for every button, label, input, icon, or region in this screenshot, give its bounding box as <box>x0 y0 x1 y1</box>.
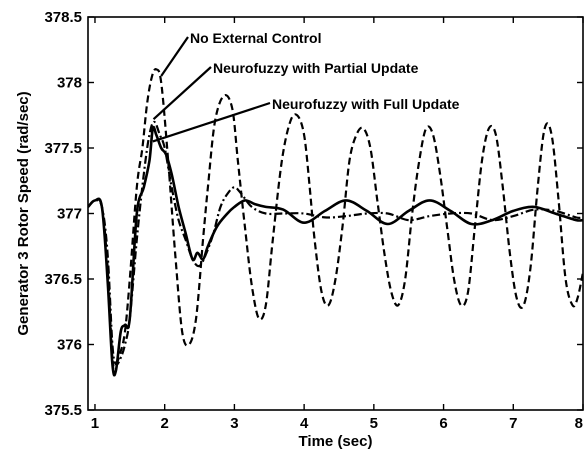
annotation-leader-line <box>152 101 271 143</box>
annotation-leader-line <box>160 36 189 77</box>
x-tick-label: 8 <box>575 415 583 432</box>
y-tick-label: 375.5 <box>44 402 82 419</box>
y-tick-label: 376 <box>57 337 82 354</box>
annotation-label: Neurofuzzy with Partial Update <box>213 60 419 76</box>
y-tick-label: 378.5 <box>44 9 82 26</box>
annotation-label: Neurofuzzy with Full Update <box>272 96 460 112</box>
annotation-leader-line <box>152 66 212 120</box>
y-axis-title: Generator 3 Rotor Speed (rad/sec) <box>15 91 32 335</box>
y-tick-label: 378 <box>57 75 82 92</box>
x-tick-label: 1 <box>91 415 99 432</box>
y-tick-label: 377 <box>57 206 82 223</box>
series-line-neurofuzzy-with-full-update <box>88 125 583 377</box>
y-tick-label: 377.5 <box>44 140 82 157</box>
series-layer <box>88 68 583 377</box>
x-tick-label: 5 <box>370 415 378 432</box>
x-tick-label: 4 <box>300 415 309 432</box>
x-tick-label: 6 <box>439 415 447 432</box>
y-tick-label: 376.5 <box>44 271 82 288</box>
x-tick-label: 3 <box>230 415 238 432</box>
axes-layer: 1 2 3 4 5 6 7 8 375.5 376 376.5 377 377.5 378 378.5 <box>44 9 584 432</box>
annotation-layer: No External Control Neurofuzzy with Parti… <box>152 30 460 143</box>
x-tick-label: 7 <box>509 415 517 432</box>
x-axis-title: Time (sec) <box>299 433 373 450</box>
x-tick-label: 2 <box>161 415 169 432</box>
annotation-label: No External Control <box>190 30 321 46</box>
